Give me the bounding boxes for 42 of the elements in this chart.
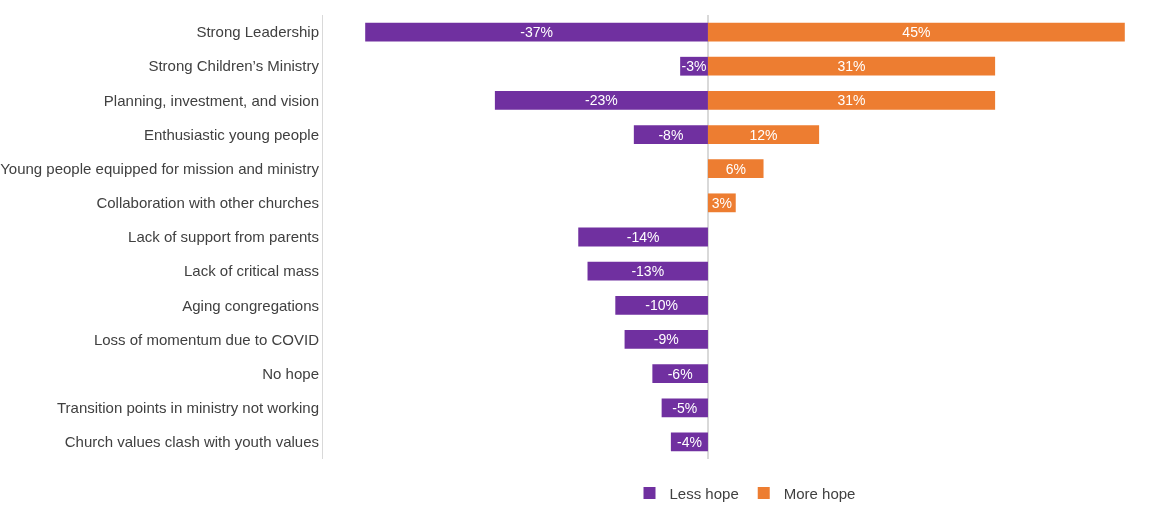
data-label: 6%: [725, 160, 746, 177]
data-label: 31%: [837, 92, 866, 109]
legend-label: Less hope: [669, 484, 739, 502]
y-tick-label: Loss of momentum due to COVID: [93, 330, 320, 348]
bar: [707, 125, 820, 144]
bar: [365, 22, 708, 42]
bar: [494, 90, 708, 110]
data-label: -37%: [520, 24, 553, 41]
bar: [707, 22, 1125, 42]
y-tick-label: Collaboration with other churches: [96, 194, 319, 212]
bar: [707, 90, 996, 110]
y-tick-label: Planning, investment, and vision: [103, 91, 319, 109]
y-tick-label: Lack of support from parents: [128, 228, 319, 246]
y-tick-label: Lack of critical mass: [183, 262, 319, 280]
data-label: -3%: [681, 58, 707, 75]
y-tick-label: Young people equipped for mission and ministry: [0, 159, 320, 177]
bar: [707, 56, 996, 76]
data-label: 12%: [749, 126, 778, 143]
data-label: -10%: [645, 297, 678, 314]
data-label: 31%: [837, 58, 866, 75]
y-tick-label: No hope: [262, 364, 319, 382]
data-label: -23%: [585, 92, 618, 109]
data-label: -6%: [667, 365, 693, 382]
data-label: -13%: [631, 263, 665, 280]
y-tick-label: Strong Leadership: [196, 23, 319, 41]
data-label: -4%: [676, 433, 702, 450]
y-tick-label: Strong Children’s Ministry: [148, 57, 320, 75]
data-label: -5%: [672, 399, 698, 416]
legend-label: More hope: [783, 484, 856, 502]
y-tick-label: Church values clash with youth values: [64, 433, 319, 451]
bar: [624, 330, 708, 349]
data-label: -14%: [626, 229, 660, 245]
bar: [633, 125, 708, 144]
data-label: 3%: [711, 194, 732, 211]
data-label: -9%: [653, 331, 679, 348]
bar: [615, 295, 708, 315]
data-label: 45%: [902, 24, 931, 41]
y-tick-label: Aging congregations: [182, 296, 319, 314]
bar: [587, 261, 708, 281]
y-tick-label: Enthusiastic young people: [143, 125, 319, 143]
y-tick-label: Transition points in ministry not working: [56, 399, 319, 417]
data-label: -8%: [658, 126, 684, 143]
